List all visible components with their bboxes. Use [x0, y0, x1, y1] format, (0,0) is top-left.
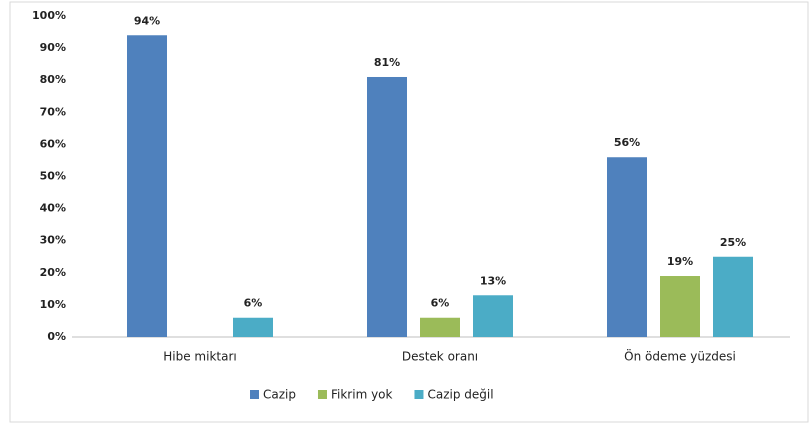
y-tick-label: 70% — [40, 105, 66, 118]
legend-label: Cazip — [263, 388, 296, 402]
legend-swatch — [250, 390, 259, 399]
data-label: 25% — [720, 236, 746, 249]
y-tick-label: 40% — [40, 202, 66, 215]
legend-swatch — [317, 390, 327, 399]
data-label: 94% — [134, 14, 160, 27]
legend-label: Fikrim yok — [331, 388, 393, 402]
data-label: 6% — [244, 297, 263, 310]
bar — [607, 157, 647, 337]
data-label: 6% — [431, 297, 450, 310]
x-tick-label: Ön ödeme yüzdesi — [624, 348, 736, 364]
y-tick-label: 90% — [40, 41, 66, 54]
bar — [420, 317, 460, 337]
y-tick-label: 50% — [40, 170, 66, 183]
bar — [660, 276, 700, 337]
y-tick-label: 30% — [40, 234, 66, 247]
bar — [367, 76, 407, 338]
bar — [473, 295, 513, 337]
y-tick-label: 20% — [40, 266, 66, 279]
y-tick-label: 0% — [47, 330, 66, 343]
legend-swatch — [414, 390, 424, 399]
y-tick-label: 80% — [40, 73, 66, 86]
legend-label: Cazip değil — [427, 388, 493, 402]
x-tick-label: Hibe miktarı — [163, 350, 236, 364]
bar — [233, 317, 273, 337]
data-label: 56% — [614, 136, 640, 149]
x-tick-label: Destek oranı — [402, 350, 478, 364]
y-tick-label: 10% — [40, 298, 66, 311]
bar — [127, 35, 167, 337]
data-label: 13% — [480, 274, 506, 287]
data-label: 19% — [667, 255, 693, 268]
y-tick-label: 60% — [40, 137, 66, 150]
bar — [713, 256, 753, 337]
data-label: 81% — [374, 56, 400, 69]
y-tick-label: 100% — [32, 9, 66, 22]
